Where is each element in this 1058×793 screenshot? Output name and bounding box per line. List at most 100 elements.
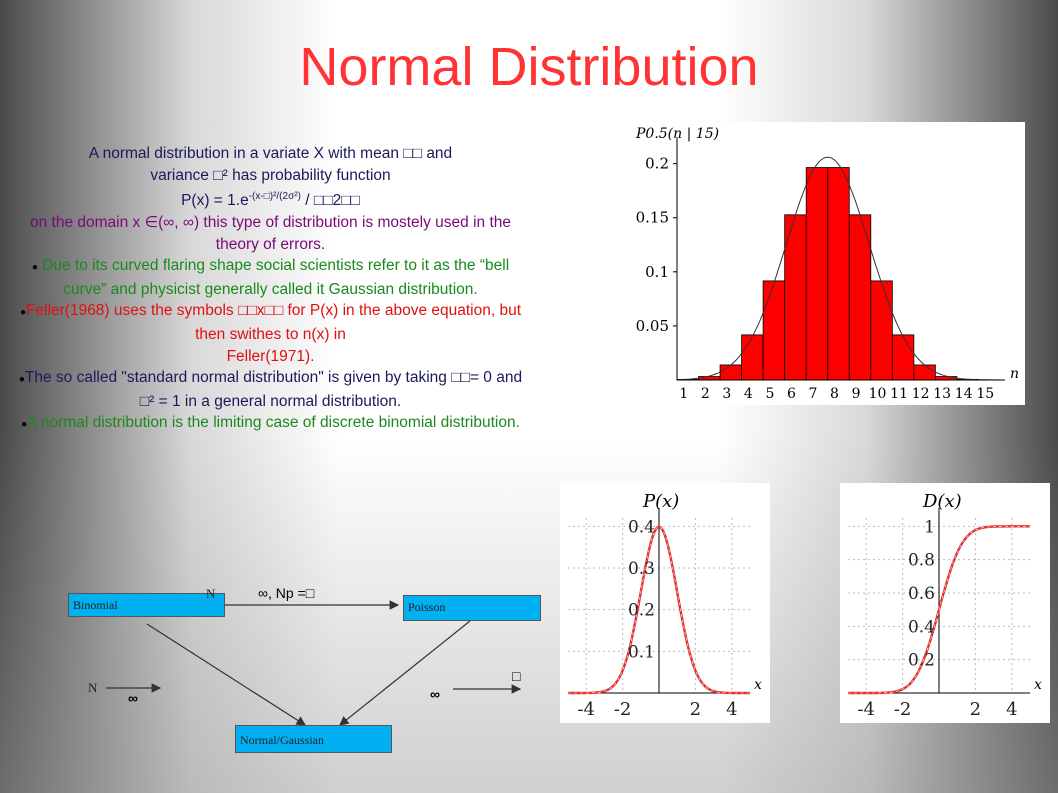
x-tick-label: -2 bbox=[894, 699, 912, 720]
x-tick-label: 15 bbox=[976, 386, 994, 402]
x-tick-label: 7 bbox=[809, 386, 818, 402]
y-tick-label: 0.15 bbox=[636, 209, 669, 227]
histogram-bar bbox=[827, 167, 850, 381]
y-tick-label: 0.8 bbox=[908, 551, 935, 571]
text-line: The so called "standard normal distribut… bbox=[24, 369, 447, 387]
right-infinity-label: ∞ bbox=[430, 686, 440, 702]
x-tick-label: 13 bbox=[933, 386, 951, 402]
para-definition: A normal distribution in a variate X wit… bbox=[18, 143, 523, 186]
bullet-icon: ● bbox=[18, 374, 25, 386]
left-infinity-label: ∞ bbox=[128, 690, 138, 706]
y-tick-label: 0.4 bbox=[908, 617, 935, 637]
chart1-svg: 0.050.10.150.21 2 3 4 5 6 7 8 9 10 11 12 13 14 15P0.5(… bbox=[635, 126, 1019, 402]
missing-glyph: □□ bbox=[403, 145, 422, 162]
x-tick-label: 2 bbox=[970, 699, 981, 720]
x-tick-label: 11 bbox=[890, 386, 908, 402]
pdf-chart: 0.1 0.2 0.3 0.4 -4 -2 2 4 P(x) x bbox=[560, 483, 770, 723]
top-limit-label: ∞, Np =□ bbox=[258, 585, 314, 601]
slide-body: A normal distribution in a variate X wit… bbox=[18, 143, 523, 436]
x-tick-label: 2 bbox=[701, 386, 710, 402]
y-tick-label: 0.2 bbox=[908, 651, 935, 671]
text-line: variance bbox=[150, 166, 209, 184]
x-tick-label: 12 bbox=[912, 386, 930, 402]
missing-glyph: □□ bbox=[264, 302, 284, 320]
y-tick-label: 0.1 bbox=[645, 263, 669, 281]
binomial-label: Binomial bbox=[73, 598, 118, 612]
cdf-chart: 0.2 0.4 0.6 0.8 1 -4 -2 2 4 D(x) x bbox=[840, 483, 1050, 723]
x-tick-label: 10 bbox=[869, 386, 887, 402]
y-tick-label: 0.6 bbox=[908, 584, 935, 604]
x-tick-label: 4 bbox=[744, 386, 753, 402]
left-n-label: N bbox=[88, 680, 98, 695]
arrow-poisson-to-normal bbox=[339, 620, 471, 726]
arrow-binomial-to-normal bbox=[146, 623, 307, 726]
formula-exponent: -(x-□)²/(2σ²) bbox=[248, 191, 301, 203]
histogram-bar bbox=[934, 376, 958, 381]
text-line: = 0 and bbox=[469, 369, 523, 387]
text-line: for P(x) in the above equation, but then… bbox=[195, 302, 522, 343]
para-standard: ●The so called "standard normal distribu… bbox=[18, 367, 523, 412]
x-tick-label: 4 bbox=[1006, 699, 1017, 720]
para-domain: on the domain x ∈(∞, ∞) this type of dis… bbox=[29, 213, 511, 253]
y-tick-label: 0.3 bbox=[628, 559, 655, 579]
x-tick-label: 2 bbox=[690, 699, 701, 720]
x-tick-label: -4 bbox=[577, 699, 595, 720]
chart-title: P0.5(n | 15) bbox=[635, 126, 719, 142]
text-line: Feller(1971). bbox=[226, 347, 315, 365]
normal-box: Normal/Gaussian bbox=[235, 725, 392, 753]
text-line: and bbox=[426, 145, 453, 162]
x-tick-label: 5 bbox=[765, 386, 774, 402]
x-tick-label: 9 bbox=[852, 386, 861, 402]
y-tick-label: 0.2 bbox=[645, 155, 669, 173]
formula-text: 2 bbox=[332, 192, 342, 210]
y-tick-label: 0.1 bbox=[628, 642, 655, 662]
x-axis-label: x bbox=[1034, 677, 1042, 693]
missing-glyph: □ bbox=[213, 166, 223, 184]
text-line: Feller(1968) uses the symbols bbox=[26, 302, 234, 320]
right-symbol: □ bbox=[512, 668, 520, 684]
chart-title: P(x) bbox=[642, 491, 679, 512]
histogram-bar bbox=[719, 364, 742, 381]
chart-title: D(x) bbox=[922, 491, 962, 512]
histogram-bar bbox=[762, 280, 786, 381]
chart2-svg: 0.1 0.2 0.3 0.4 -4 -2 2 4 P(x) x bbox=[568, 491, 762, 720]
para-feller: ●Feller(1968) uses the symbols □□x□□ for… bbox=[18, 300, 523, 367]
para-binomial-limit: ●A normal distribution is the limiting c… bbox=[18, 412, 523, 436]
x-tick-label: -4 bbox=[857, 699, 875, 720]
normal-curve-overlay bbox=[676, 156, 1001, 381]
text-line: Due to its curved flaring shape social s… bbox=[42, 257, 510, 298]
histogram-bar bbox=[698, 376, 721, 381]
top-n-label: N bbox=[206, 586, 216, 601]
histogram-bar bbox=[913, 364, 936, 381]
bullet-icon: ● bbox=[31, 262, 38, 274]
histogram-bar bbox=[870, 280, 893, 381]
x-tick-label: -2 bbox=[614, 699, 632, 720]
y-tick-label: 0.05 bbox=[636, 317, 669, 335]
missing-glyph: □□ bbox=[313, 192, 333, 210]
missing-glyph: □□ bbox=[341, 192, 360, 210]
x-tick-label: 1 bbox=[679, 386, 688, 402]
x-tick-label: 3 bbox=[722, 386, 731, 402]
poisson-label: Poisson bbox=[408, 600, 446, 614]
missing-glyph: □□ bbox=[451, 369, 470, 387]
missing-glyph: □ bbox=[512, 668, 521, 684]
y-tick-label: 1 bbox=[924, 517, 935, 537]
chart3-svg: 0.2 0.4 0.6 0.8 1 -4 -2 2 4 D(x) x bbox=[848, 491, 1042, 720]
formula: P(x) = 1.e-(x-□)²/(2σ²) / □□2□□ bbox=[18, 186, 523, 212]
y-tick-label: 0.2 bbox=[628, 601, 655, 621]
slide-title: Normal Distribution bbox=[299, 37, 759, 97]
binomial-histogram-chart: 0.05 0.1 0.15 0.2 1 2 3 4 5 6 7 8 9 10 11 12 13 14 15 P0.5(… bbox=[630, 122, 1025, 405]
binomial-box: Binomial bbox=[68, 593, 225, 617]
missing-glyph: □□ bbox=[237, 302, 257, 320]
top-limit-text: ∞, Np = bbox=[258, 585, 306, 601]
x-tick-label: 6 bbox=[787, 386, 796, 402]
x-axis-label: x bbox=[754, 677, 762, 693]
bullet-icon: ● bbox=[21, 419, 28, 431]
curve-highlight bbox=[848, 526, 1030, 694]
x-axis-label: n bbox=[1010, 366, 1019, 382]
formula-text: P(x) = 1.e bbox=[181, 192, 249, 210]
formula-text: / bbox=[300, 192, 314, 210]
y-tick-label: 0.4 bbox=[628, 517, 655, 537]
curve-highlight bbox=[568, 526, 750, 694]
para-bell-curve: ● Due to its curved flaring shape social… bbox=[18, 255, 523, 300]
